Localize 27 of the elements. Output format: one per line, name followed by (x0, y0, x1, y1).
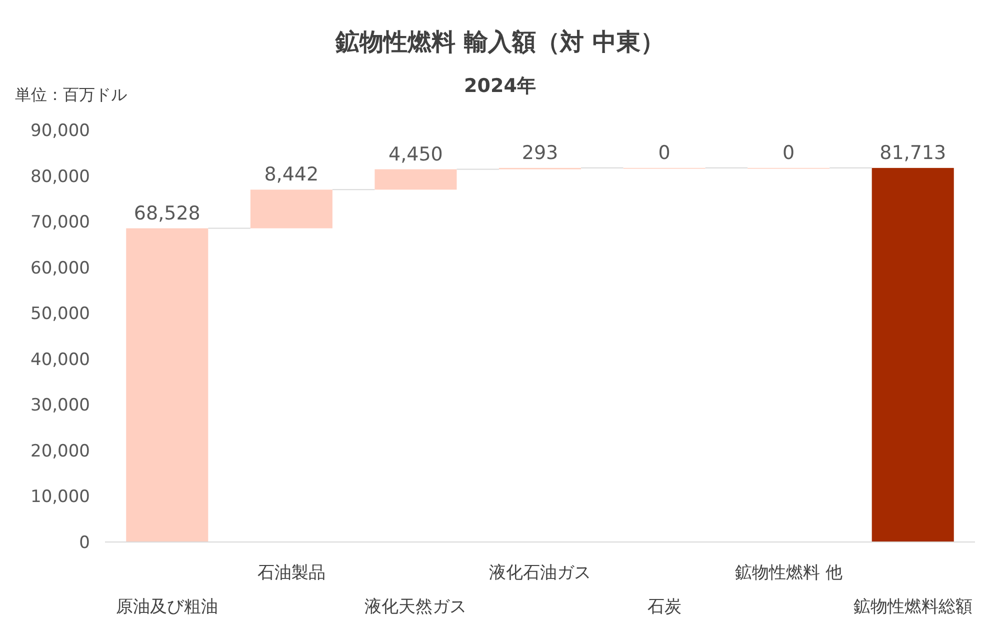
chart-subtitle: 2024年 (464, 75, 536, 97)
x-tick-label: 石油製品 (257, 563, 326, 583)
x-tick-label: 原油及び粗油 (116, 597, 218, 617)
y-tick-label: 60,000 (30, 258, 90, 278)
y-tick-label: 40,000 (30, 350, 90, 370)
y-tick-label: 20,000 (30, 441, 90, 462)
y-tick-label: 10,000 (30, 487, 90, 508)
chart-title: 鉱物性燃料 輸入額（対 中東） (334, 28, 664, 56)
data-label: 81,713 (880, 142, 946, 164)
x-tick-label: 鉱物性燃料 他 (734, 563, 842, 583)
y-axis-title: 単位：百万ドル (15, 85, 127, 104)
y-tick-label: 70,000 (30, 212, 90, 233)
y-tick-label: 80,000 (30, 166, 90, 187)
y-tick-label: 90,000 (30, 121, 90, 141)
y-tick-label: 30,000 (30, 396, 90, 416)
y-tick-label: 0 (79, 533, 90, 553)
data-label: 0 (658, 142, 670, 164)
x-tick-label: 液化石油ガス (489, 563, 591, 583)
x-tick-label: 液化天然ガス (364, 597, 467, 617)
data-label: 4,450 (388, 143, 443, 166)
y-tick-label: 50,000 (30, 304, 90, 324)
x-tick-label: 鉱物性燃料総額 (853, 597, 972, 617)
x-tick-label: 石炭 (647, 597, 682, 617)
data-label: 8,442 (264, 164, 319, 186)
data-label: 293 (522, 142, 558, 164)
data-label: 0 (782, 142, 795, 164)
data-label: 68,528 (134, 202, 200, 224)
